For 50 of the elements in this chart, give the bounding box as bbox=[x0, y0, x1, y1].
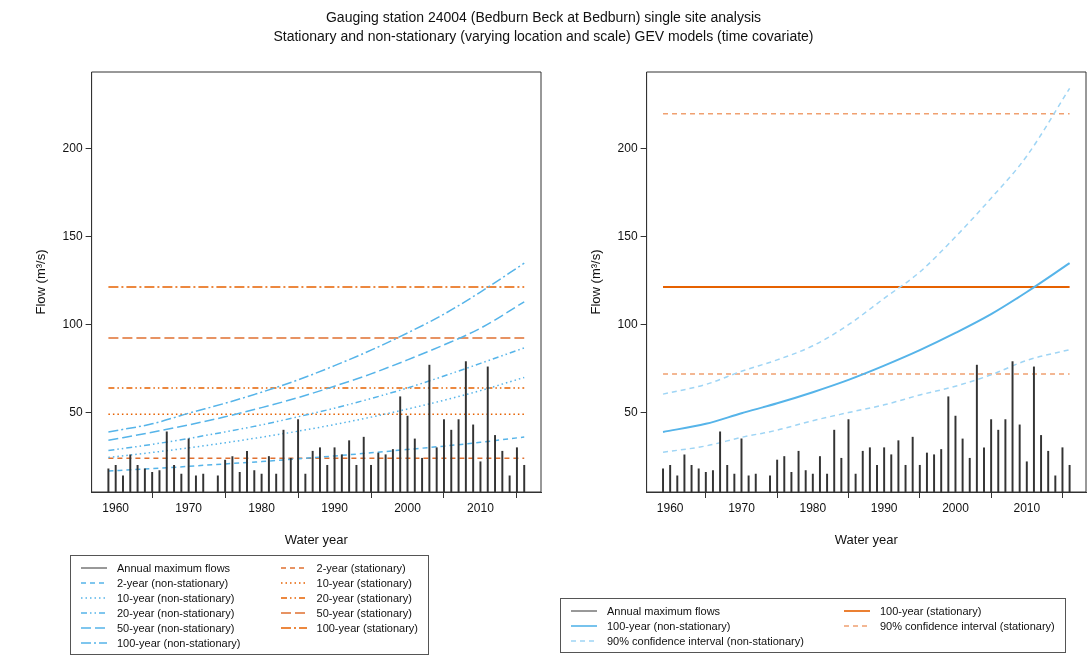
x-tick-label: 1990 bbox=[870, 500, 898, 515]
chart-title: Gauging station 24004 (Bedburn Beck at Bedburn) single site analysis bbox=[324, 8, 762, 27]
line-series bbox=[662, 87, 1071, 395]
x-tick-label: 2000 bbox=[942, 500, 970, 515]
y-tick-label: 200 bbox=[62, 141, 83, 156]
legend-label: 50-year (stationary) bbox=[316, 606, 412, 619]
x-tick-label: 2000 bbox=[394, 500, 422, 515]
legend-label: 100-year (stationary) bbox=[316, 621, 419, 634]
legend-label: 2-year (non-stationary) bbox=[117, 576, 229, 589]
legend-label: Annual maximum flows bbox=[117, 561, 231, 574]
line-series bbox=[107, 347, 525, 452]
x-tick-label: 2010 bbox=[467, 500, 495, 515]
y-tick-label: 50 bbox=[624, 404, 638, 419]
x-tick-label: 1960 bbox=[656, 500, 684, 515]
x-axis-title: Water year bbox=[284, 531, 349, 547]
line-series bbox=[107, 262, 525, 433]
y-axis-title: Flow (m³/s) bbox=[33, 249, 49, 315]
legend-label: 100-year (non-stationary) bbox=[607, 619, 731, 632]
legend-label: 20-year (non-stationary) bbox=[117, 606, 235, 619]
chart-subtitle: Stationary and non-stationary (varying location and scale) GEV models (time covariate) bbox=[272, 27, 815, 46]
x-tick-label: 1970 bbox=[175, 500, 203, 515]
legend-label: 90% confidence interval (stationary) bbox=[879, 619, 1055, 632]
legend-label: 10-year (stationary) bbox=[316, 576, 412, 589]
line-series bbox=[662, 262, 1071, 433]
legend-label: Annual maximum flows bbox=[607, 604, 721, 617]
line-series bbox=[107, 436, 525, 472]
y-tick-label: 100 bbox=[617, 317, 638, 332]
y-tick-label: 100 bbox=[62, 317, 83, 332]
x-tick-label: 1980 bbox=[248, 500, 276, 515]
x-axis-title: Water year bbox=[834, 531, 899, 547]
x-tick-label: 2010 bbox=[1013, 500, 1041, 515]
y-tick-label: 200 bbox=[617, 141, 638, 156]
legend-label: 50-year (non-stationary) bbox=[117, 621, 235, 634]
y-axis-title: Flow (m³/s) bbox=[588, 249, 604, 315]
y-tick-label: 150 bbox=[617, 229, 638, 244]
x-tick-label: 1970 bbox=[728, 500, 756, 515]
line-series bbox=[107, 376, 525, 459]
x-tick-label: 1980 bbox=[799, 500, 827, 515]
x-tick-label: 1990 bbox=[321, 500, 349, 515]
x-tick-label: 1960 bbox=[102, 500, 130, 515]
line-series bbox=[107, 301, 525, 442]
legend-label: 20-year (stationary) bbox=[316, 591, 412, 604]
legend-label: 100-year (non-stationary) bbox=[117, 636, 241, 649]
legend-label: 90% confidence interval (non-stationary) bbox=[607, 634, 804, 647]
legend-label: 2-year (stationary) bbox=[316, 561, 406, 574]
y-tick-label: 150 bbox=[62, 229, 83, 244]
line-series bbox=[662, 348, 1071, 454]
legend-label: 10-year (non-stationary) bbox=[117, 591, 235, 604]
legend-label: 100-year (stationary) bbox=[879, 604, 982, 617]
y-tick-label: 50 bbox=[69, 404, 83, 419]
